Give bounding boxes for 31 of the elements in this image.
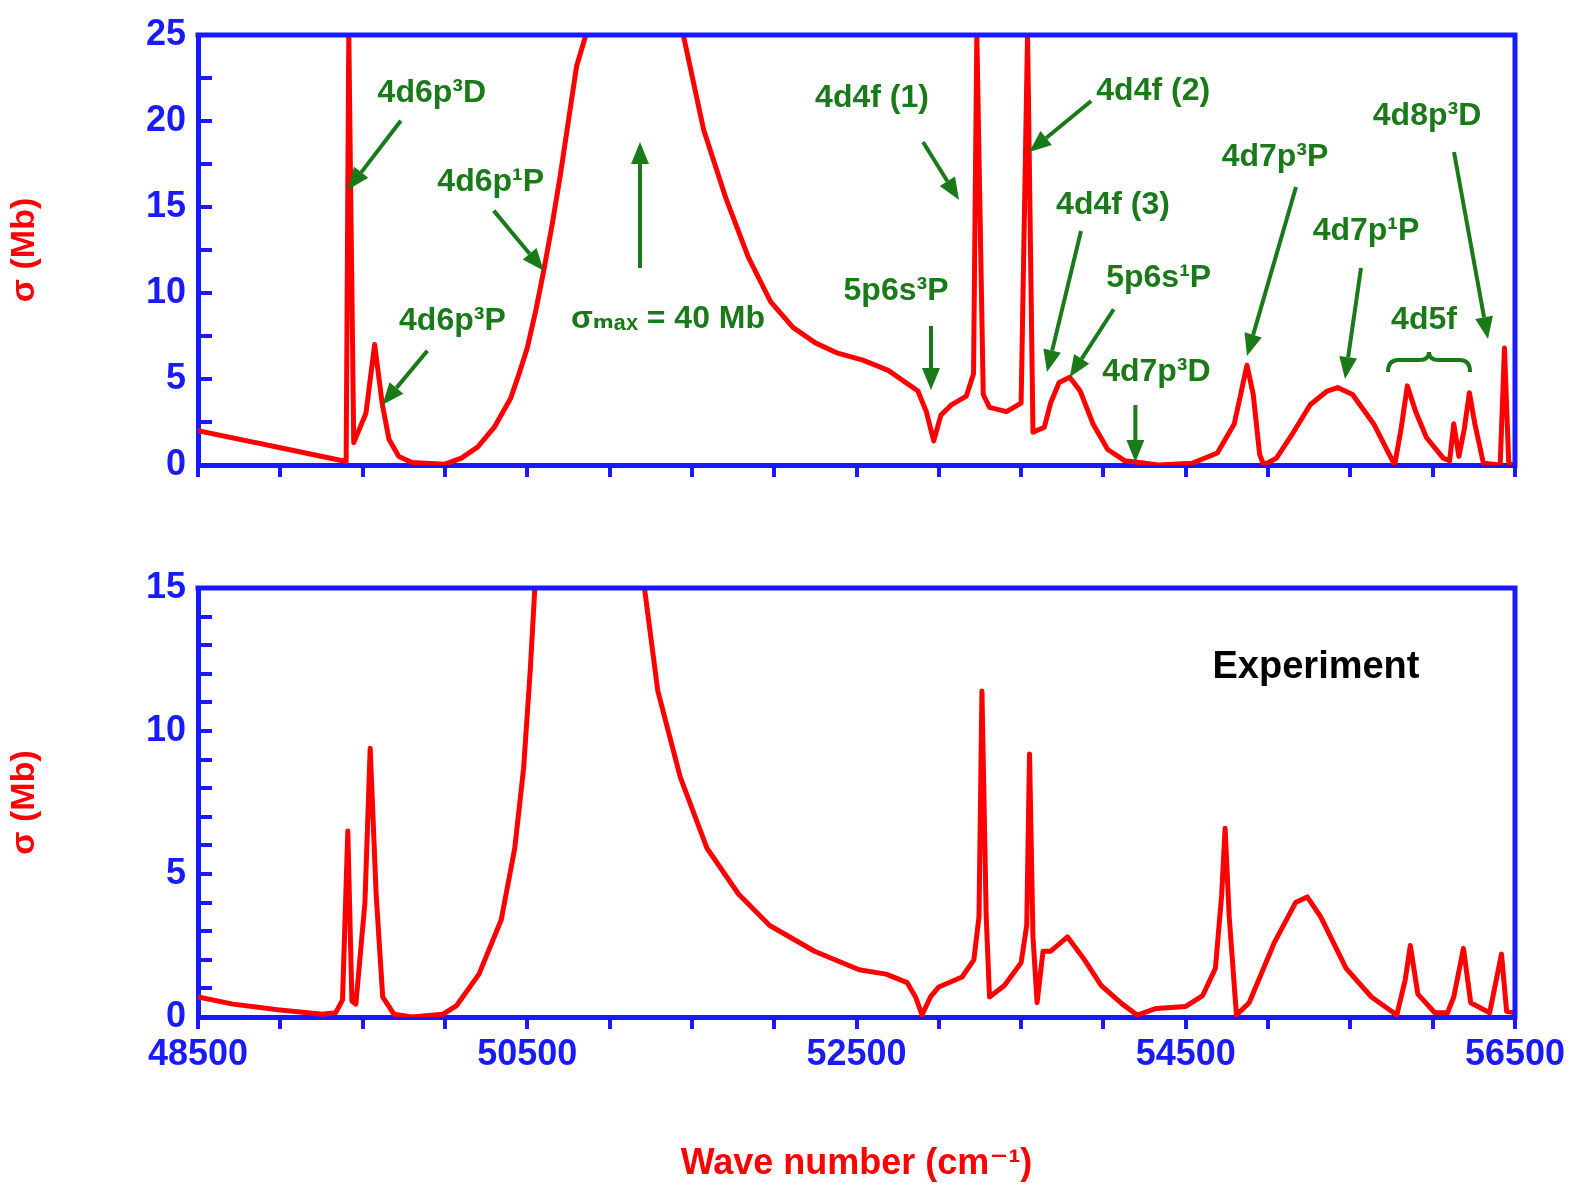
annotation: 4d6p³D (377, 72, 487, 109)
y-tick-label: 10 (145, 707, 186, 749)
x-tick-label: 56500 (1464, 1031, 1566, 1073)
annotation: 5p6s³P (843, 270, 949, 307)
annotation: 4d4f (2) (1096, 70, 1211, 107)
annotation: Experiment (1212, 644, 1420, 687)
x-axis-title: Wave number (cm⁻¹) (680, 1141, 1033, 1183)
y-tick-label: 15 (145, 183, 186, 225)
y-axis-title: σ (Mb) (2, 750, 41, 855)
annotation: 4d4f (3) (1056, 184, 1170, 221)
y-tick-label: 25 (145, 11, 186, 53)
x-tick-label: 52500 (806, 1031, 907, 1073)
y-tick-label: 15 (145, 564, 186, 606)
x-tick-label: 54500 (1135, 1031, 1236, 1073)
annotation: 4d6p³P (399, 300, 506, 337)
annotation: 5p6s¹P (1106, 258, 1212, 295)
annotation: 4d5f (1391, 299, 1458, 336)
annotation: 4d6p¹P (437, 162, 545, 199)
annotation: 4d8p³D (1372, 95, 1482, 132)
y-axis-title: σ (Mb) (2, 197, 41, 303)
y-tick-label: 5 (165, 355, 186, 397)
annotation: 4d7p³D (1102, 351, 1211, 388)
y-tick-label: 10 (145, 269, 186, 311)
annotation: σₘₐₓ = 40 Mb (570, 298, 766, 335)
y-tick-label: 20 (145, 97, 186, 139)
annotation: 4d4f (1) (815, 77, 929, 114)
y-tick-label: 5 (165, 850, 186, 892)
y-tick-label: 0 (165, 441, 186, 483)
annotation: 4d7p¹P (1312, 210, 1420, 247)
x-tick-label: 50500 (477, 1031, 578, 1073)
annotation: 4d7p³P (1221, 136, 1329, 173)
